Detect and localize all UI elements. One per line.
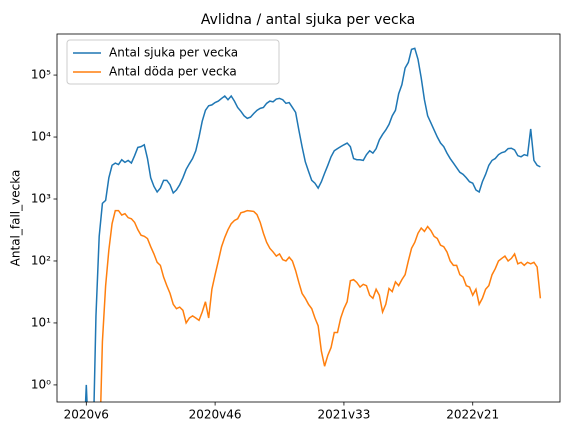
y-tick-label: 10³	[31, 192, 51, 206]
chart-title: Avlidna / antal sjuka per vecka	[201, 12, 415, 28]
x-tick-label: 2020v6	[64, 408, 109, 422]
data-line	[84, 47, 541, 402]
legend-label: Antal sjuka per vecka	[109, 46, 238, 60]
x-tick-label: 2020v46	[189, 408, 242, 422]
y-tick-label: 10⁰	[31, 377, 51, 391]
y-tick-label: 10⁵	[31, 68, 51, 82]
y-tick-label: 10²	[31, 253, 51, 267]
y-axis-label: Antal_fall_vecka	[9, 170, 23, 267]
legend-label: Antal döda per vecka	[109, 65, 237, 79]
legend-box	[66, 39, 280, 85]
y-tick-label: 10⁴	[31, 130, 51, 144]
x-tick-label: 2022v21	[446, 408, 499, 422]
x-tick-label: 2021v33	[317, 408, 370, 422]
data-line	[100, 209, 542, 402]
y-tick-label: 10¹	[31, 315, 51, 329]
plot-area	[84, 47, 542, 402]
axes-frame	[56, 33, 561, 403]
